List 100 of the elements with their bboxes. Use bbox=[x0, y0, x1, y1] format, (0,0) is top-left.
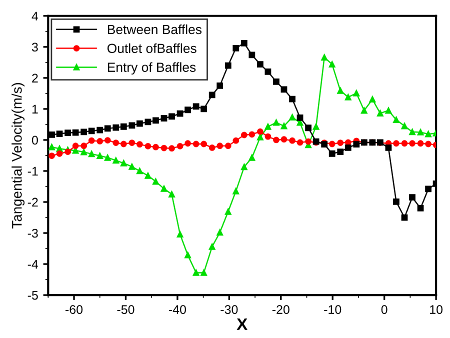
point bbox=[337, 87, 344, 94]
point bbox=[289, 137, 296, 144]
point bbox=[257, 61, 264, 68]
point bbox=[409, 140, 416, 147]
point bbox=[144, 142, 152, 150]
point bbox=[208, 92, 216, 98]
point bbox=[200, 270, 208, 276]
point bbox=[88, 150, 95, 158]
y-tick-label: 0 bbox=[32, 136, 38, 145]
point bbox=[136, 120, 143, 127]
point bbox=[184, 106, 191, 114]
point bbox=[409, 194, 416, 201]
x-tick-label: -20 bbox=[272, 305, 290, 314]
y-tick-label: 3 bbox=[32, 42, 38, 52]
point bbox=[136, 168, 143, 174]
point bbox=[200, 106, 208, 112]
point bbox=[112, 157, 120, 164]
point bbox=[425, 140, 432, 148]
point bbox=[192, 103, 200, 110]
point bbox=[264, 123, 272, 130]
point bbox=[425, 186, 432, 192]
point bbox=[409, 128, 416, 136]
y-tick-label: 1 bbox=[32, 104, 38, 114]
y-tick-label: -3 bbox=[28, 228, 38, 238]
point bbox=[216, 142, 224, 150]
point bbox=[120, 123, 127, 130]
point bbox=[168, 145, 175, 152]
point bbox=[360, 107, 368, 114]
x-tick-label: -50 bbox=[117, 305, 134, 314]
point bbox=[192, 270, 200, 276]
point bbox=[80, 142, 88, 150]
point bbox=[393, 140, 400, 147]
point bbox=[80, 128, 88, 136]
x-tick-label: 0 bbox=[381, 305, 388, 314]
point bbox=[136, 141, 143, 148]
point bbox=[64, 130, 71, 136]
point bbox=[48, 152, 55, 159]
point bbox=[337, 148, 344, 155]
point bbox=[160, 185, 168, 192]
point bbox=[280, 86, 288, 93]
x-tick-label: -10 bbox=[324, 305, 342, 314]
point bbox=[328, 140, 336, 148]
point bbox=[96, 152, 104, 159]
point bbox=[264, 133, 272, 140]
point bbox=[232, 188, 240, 194]
point bbox=[353, 141, 360, 148]
point bbox=[176, 110, 184, 117]
point bbox=[208, 243, 216, 250]
point bbox=[56, 150, 63, 157]
point bbox=[305, 124, 312, 132]
point bbox=[312, 123, 320, 130]
point bbox=[240, 164, 248, 170]
point bbox=[401, 122, 408, 130]
x-tick-label: -30 bbox=[220, 305, 238, 314]
point bbox=[104, 137, 111, 144]
point bbox=[305, 138, 312, 145]
point bbox=[328, 150, 336, 157]
point bbox=[64, 148, 71, 155]
point bbox=[128, 122, 136, 129]
point bbox=[321, 54, 328, 61]
point bbox=[280, 136, 288, 143]
point bbox=[257, 134, 264, 140]
point bbox=[401, 214, 408, 221]
point bbox=[72, 129, 79, 136]
point bbox=[224, 62, 232, 69]
point bbox=[224, 142, 232, 150]
point bbox=[120, 140, 127, 148]
x-axis-title: X bbox=[236, 318, 248, 330]
point bbox=[128, 163, 136, 170]
legend-label: Between Baffles bbox=[108, 24, 202, 34]
point bbox=[160, 144, 168, 152]
point bbox=[152, 144, 159, 150]
y-tick-label: -5 bbox=[28, 291, 38, 300]
point bbox=[280, 122, 288, 130]
point bbox=[200, 140, 208, 148]
point bbox=[184, 140, 191, 147]
point bbox=[264, 68, 272, 75]
point bbox=[152, 117, 159, 124]
point bbox=[152, 178, 159, 185]
point bbox=[417, 140, 424, 147]
point bbox=[273, 78, 280, 85]
legend-label: Outlet ofBaffles bbox=[107, 43, 196, 54]
point bbox=[120, 160, 127, 166]
point bbox=[80, 148, 88, 156]
point bbox=[72, 142, 79, 150]
point bbox=[216, 229, 224, 236]
point bbox=[160, 115, 168, 122]
point bbox=[393, 198, 400, 205]
point bbox=[96, 138, 104, 144]
x-tick-label: -60 bbox=[66, 305, 83, 314]
point bbox=[168, 113, 175, 120]
point bbox=[56, 145, 63, 152]
point bbox=[48, 144, 55, 150]
point bbox=[176, 231, 184, 238]
y-tick-label: 4 bbox=[32, 12, 38, 20]
point bbox=[337, 140, 344, 146]
point bbox=[240, 40, 248, 46]
point bbox=[344, 144, 352, 151]
point bbox=[88, 137, 95, 144]
point bbox=[385, 144, 392, 151]
